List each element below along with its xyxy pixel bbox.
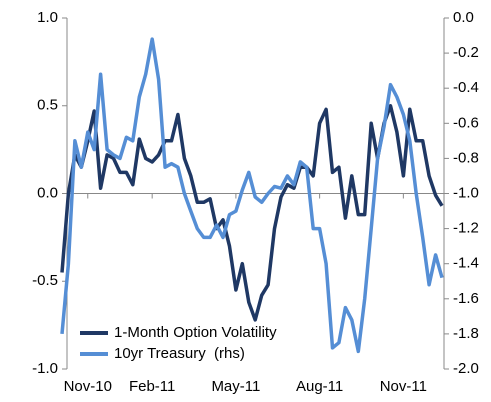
x-tick-label: Nov-10	[64, 378, 112, 395]
legend-label: 10yr Treasury (rhs)	[114, 345, 245, 362]
series-line	[60, 37, 444, 354]
legend-label: 1-Month Option Volatility	[114, 324, 277, 341]
y2-tick-label: -1.2	[453, 220, 479, 237]
y-tick-label: -1.0	[32, 360, 58, 377]
x-tick-label: Aug-11	[296, 378, 343, 395]
series-line	[60, 104, 444, 322]
x-tick-label: May-11	[211, 378, 260, 395]
y2-tick-label: -1.4	[453, 255, 479, 272]
y2-tick-label: -1.8	[453, 325, 479, 342]
y2-tick-label: -0.2	[453, 44, 479, 61]
y-tick-label: -0.5	[32, 272, 58, 289]
y-tick-label: 1.0	[37, 9, 58, 26]
y-tick-label: 0.0	[37, 184, 58, 201]
x-tick-label: Nov-11	[380, 378, 427, 395]
y2-tick-label: -2.0	[453, 360, 479, 377]
y2-tick-label: -1.6	[453, 290, 479, 307]
y2-tick-label: -0.4	[453, 79, 479, 96]
y-tick-label: 0.5	[37, 97, 58, 114]
y2-tick-label: -0.6	[453, 114, 479, 131]
y2-tick-label: -1.0	[453, 184, 479, 201]
y2-tick-label: 0.0	[453, 9, 474, 26]
y2-tick-label: -0.8	[453, 149, 479, 166]
x-tick-label: Feb-11	[129, 378, 175, 395]
